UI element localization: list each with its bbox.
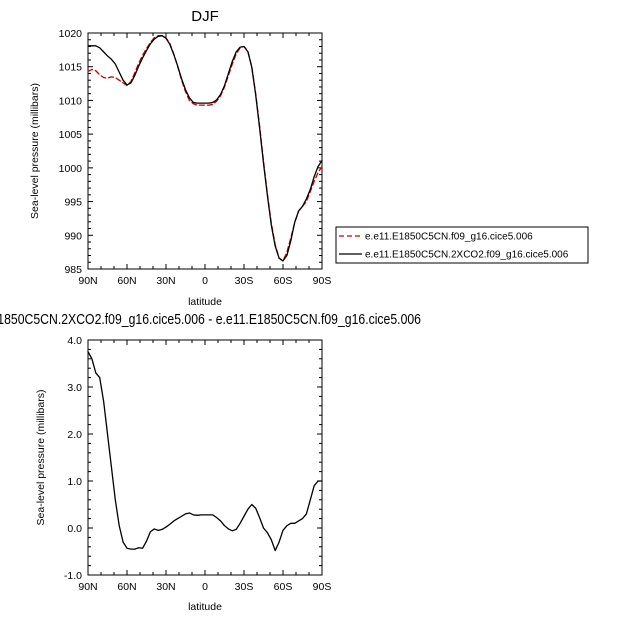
series-line-2-1 (87, 351, 323, 552)
x-tick-label: 30N (156, 581, 175, 593)
y-tick-label: 1000 (59, 163, 83, 175)
y-tick-label: 995 (64, 197, 82, 209)
y-tick-label: 1005 (59, 129, 83, 141)
series-line-1-1 (87, 35, 323, 262)
x-tick-label: 60S (274, 581, 293, 593)
chart-title-2: e.e11.E1850C5CN.2XCO2.f09_g16.cice5.006 … (0, 312, 421, 328)
y-tick-label: 0.0 (67, 523, 82, 535)
y-tick-label: -1.0 (64, 570, 82, 582)
y-tick-label: 1010 (59, 95, 83, 107)
series-line-1-2 (87, 35, 323, 262)
x-tick-label: 30S (235, 581, 254, 593)
y-axis-label-1: Sea-level pressure (millibars) (29, 83, 41, 219)
x-tick-label: 90S (313, 581, 332, 593)
y-tick-label: 985 (64, 264, 82, 276)
x-tick-label: 30S (235, 275, 254, 287)
x-tick-label: 90S (313, 275, 332, 287)
x-axis-label-2: latitude (188, 601, 222, 613)
x-tick-label: 90N (78, 581, 97, 593)
x-axis-label-1: latitude (188, 296, 222, 308)
y-tick-label: 990 (64, 230, 82, 242)
y-tick-label: 1020 (59, 28, 83, 40)
plot-frame-1 (87, 32, 323, 270)
x-tick-label: 30N (156, 275, 175, 287)
legend-label-1: e.e11.E1850C5CN.f09_g16.cice5.006 (365, 232, 533, 243)
y-tick-label: 4.0 (67, 335, 82, 347)
y-tick-label: 1015 (59, 62, 83, 74)
x-tick-label: 60N (117, 581, 136, 593)
x-tick-label: 0 (202, 275, 208, 287)
chart-title-1: DJF (191, 8, 219, 25)
legend-label-2: e.e11.E1850C5CN.2XCO2.f09_g16.cice5.006 (365, 250, 569, 261)
x-tick-label: 90N (78, 275, 97, 287)
y-tick-label: 3.0 (67, 382, 82, 394)
x-tick-label: 60N (117, 275, 136, 287)
y-tick-label: 1.0 (67, 476, 82, 488)
y-axis-label-2: Sea-level pressure (millibars) (35, 390, 47, 526)
y-tick-label: 2.0 (67, 429, 82, 441)
x-tick-label: 60S (274, 275, 293, 287)
legend-box (335, 226, 589, 264)
x-tick-label: 0 (202, 581, 208, 593)
